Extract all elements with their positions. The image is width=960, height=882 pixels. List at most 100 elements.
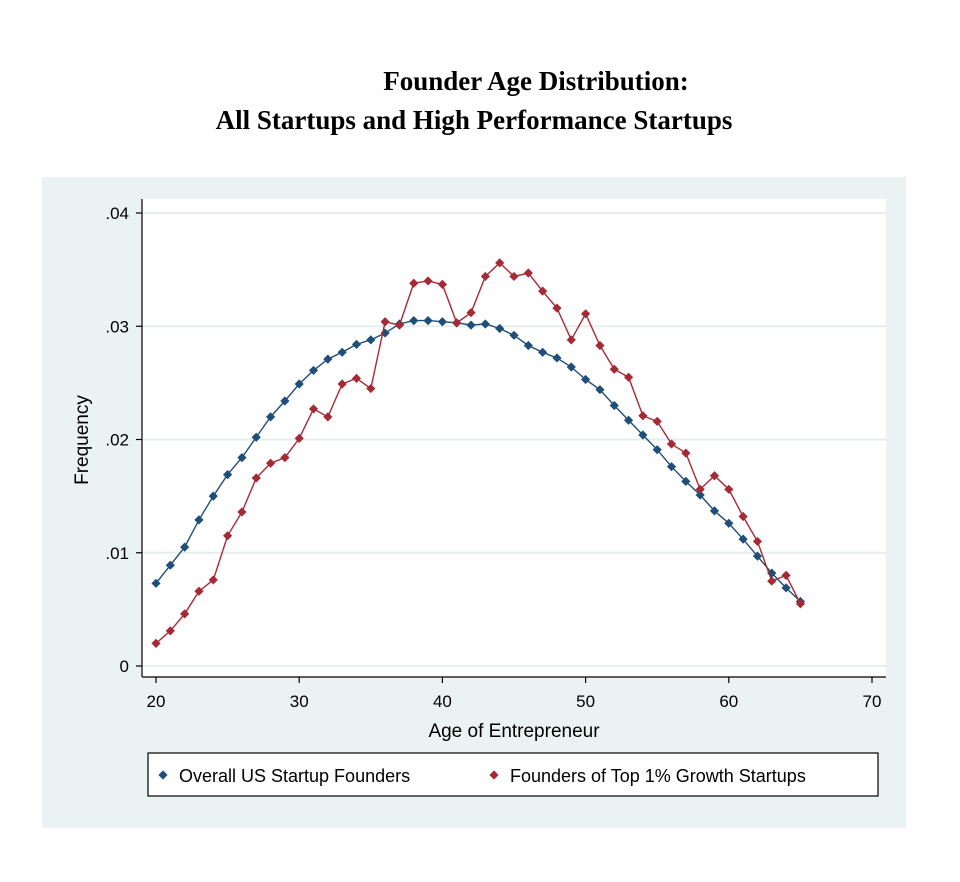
data-point <box>337 347 347 357</box>
data-point <box>265 412 276 422</box>
data-point <box>738 534 748 544</box>
data-point <box>308 404 319 414</box>
data-point <box>595 340 605 351</box>
data-point <box>724 518 734 528</box>
data-point <box>423 276 433 286</box>
x-tick-label: 20 <box>147 692 166 711</box>
data-point <box>781 583 791 593</box>
data-point <box>724 484 734 494</box>
series-line <box>155 261 802 644</box>
data-point <box>208 491 218 501</box>
data-point <box>194 515 204 525</box>
data-point <box>165 626 175 636</box>
data-point <box>609 400 619 411</box>
data-point <box>323 354 333 364</box>
data-point <box>265 458 276 468</box>
data-point <box>380 317 390 327</box>
axes <box>141 199 886 678</box>
data-point <box>738 511 748 522</box>
data-point <box>523 268 533 278</box>
x-tick-label: 40 <box>433 692 452 711</box>
data-point <box>509 271 519 282</box>
legend-label: Founders of Top 1% Growth Startups <box>510 766 806 786</box>
legend-label: Overall US Startup Founders <box>179 766 410 786</box>
data-point <box>509 330 519 340</box>
data-point <box>695 484 705 494</box>
data-point <box>337 379 347 389</box>
data-point <box>552 353 562 363</box>
data-point <box>208 575 218 585</box>
data-point <box>552 303 562 313</box>
data-point <box>581 309 591 319</box>
data-point <box>366 335 376 345</box>
legend-marker <box>158 770 168 780</box>
data-point <box>595 385 605 395</box>
data-point <box>251 473 261 483</box>
data-point <box>495 323 505 334</box>
y-tick-label: 0 <box>120 657 129 676</box>
data-point <box>366 383 376 394</box>
data-point <box>709 506 720 516</box>
data-point <box>480 319 490 329</box>
data-point <box>638 430 648 440</box>
data-point <box>609 364 619 374</box>
data-point <box>638 411 648 421</box>
chart-title: Founder Age Distribution: <box>383 66 689 96</box>
data-point <box>151 578 161 588</box>
data-point <box>223 470 233 480</box>
data-point <box>752 551 763 561</box>
data-point <box>652 416 662 426</box>
data-point <box>666 462 677 472</box>
data-point <box>280 396 290 406</box>
data-point <box>695 490 705 500</box>
data-point <box>581 374 591 385</box>
data-point <box>752 536 763 547</box>
y-tick-label: .02 <box>105 431 129 450</box>
data-point <box>666 439 677 449</box>
data-point <box>351 373 362 383</box>
data-point <box>409 278 419 288</box>
data-point <box>566 335 576 345</box>
data-point <box>437 317 447 327</box>
data-point <box>251 432 261 442</box>
series-2 <box>151 258 805 648</box>
data-point <box>767 568 777 578</box>
y-tick-label: .01 <box>105 544 129 563</box>
data-point <box>681 448 691 458</box>
y-ticks: 0 .01 .02 .03 .04 <box>105 204 142 676</box>
data-point <box>180 609 190 619</box>
data-point <box>237 453 247 463</box>
data-point <box>623 415 634 425</box>
data-point <box>523 340 533 351</box>
data-point <box>437 279 447 289</box>
chart-subtitle: All Startups and High Performance Startu… <box>215 105 733 135</box>
data-point <box>767 576 777 586</box>
series-1 <box>151 315 805 607</box>
data-point <box>709 471 720 481</box>
data-point <box>294 379 304 389</box>
data-point <box>280 453 290 463</box>
y-axis-label: Frequency <box>72 395 93 485</box>
series-line <box>155 319 801 602</box>
data-point <box>351 339 362 349</box>
data-point <box>452 318 462 328</box>
data-point <box>781 570 791 580</box>
legend-box <box>147 752 879 797</box>
data-point <box>495 258 505 268</box>
data-point <box>394 320 405 330</box>
data-point <box>423 315 433 326</box>
data-point <box>652 445 662 455</box>
data-point <box>294 433 304 443</box>
data-point <box>409 315 419 326</box>
data-point <box>194 586 204 596</box>
data-point <box>566 362 576 372</box>
y-tick-label: .03 <box>105 317 129 336</box>
x-tick-label: 30 <box>290 692 309 711</box>
data-point <box>795 599 805 609</box>
data-point <box>466 308 476 318</box>
data-point <box>223 531 233 541</box>
legend-marker <box>489 770 499 780</box>
data-point <box>151 638 161 648</box>
data-point <box>681 476 691 487</box>
x-tick-label: 60 <box>719 692 738 711</box>
